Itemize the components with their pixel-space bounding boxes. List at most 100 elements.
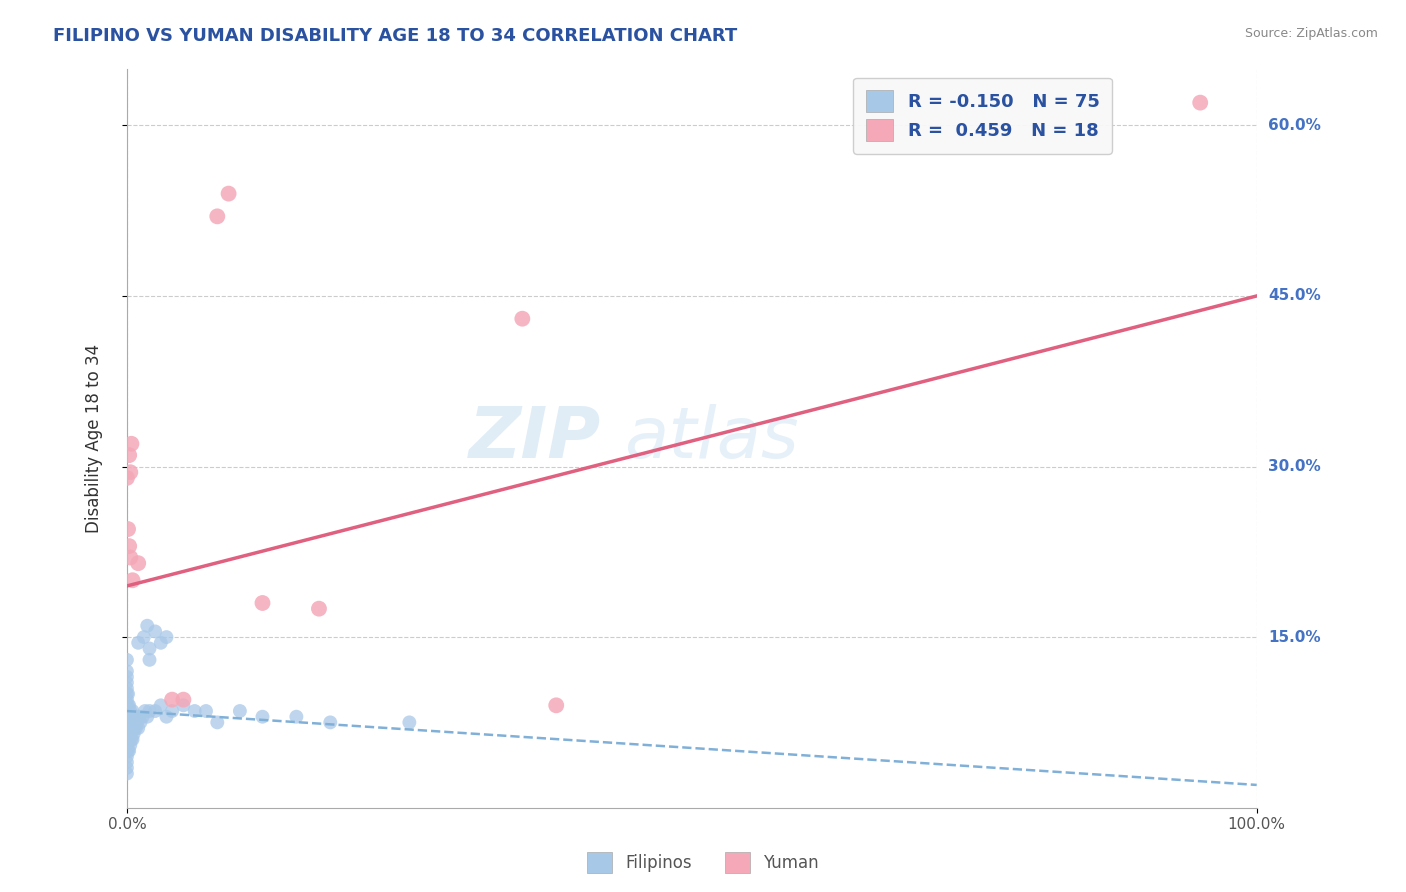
Point — [115, 738, 138, 752]
Text: FILIPINO VS YUMAN DISABILITY AGE 18 TO 34 CORRELATION CHART: FILIPINO VS YUMAN DISABILITY AGE 18 TO 3… — [53, 27, 738, 45]
Point — [546, 698, 568, 713]
Point — [121, 715, 143, 730]
Point — [121, 732, 143, 747]
Point — [207, 715, 229, 730]
Point — [118, 698, 141, 713]
Point — [155, 709, 177, 723]
Point — [115, 687, 138, 701]
Point — [252, 709, 274, 723]
Point — [172, 698, 194, 713]
Point — [118, 539, 141, 553]
Point — [155, 630, 177, 644]
Point — [115, 732, 138, 747]
Point — [229, 704, 252, 718]
Point — [252, 596, 274, 610]
Point — [115, 704, 138, 718]
Point — [115, 749, 138, 764]
Point — [120, 550, 142, 565]
Point — [115, 664, 138, 678]
Point — [115, 766, 138, 780]
Point — [115, 727, 138, 741]
Point — [512, 311, 534, 326]
Point — [115, 675, 138, 690]
Point — [138, 653, 160, 667]
Point — [120, 465, 142, 479]
Point — [308, 601, 330, 615]
Point — [138, 704, 160, 718]
Point — [136, 709, 159, 723]
Text: atlas: atlas — [624, 403, 799, 473]
Point — [115, 653, 138, 667]
Point — [143, 624, 166, 639]
Point — [138, 641, 160, 656]
Point — [122, 715, 145, 730]
Point — [120, 727, 142, 741]
Point — [121, 704, 143, 718]
Point — [319, 715, 342, 730]
Text: 45.0%: 45.0% — [1268, 288, 1320, 303]
Point — [118, 732, 141, 747]
Point — [115, 755, 138, 769]
Legend: R = -0.150   N = 75, R =  0.459   N = 18: R = -0.150 N = 75, R = 0.459 N = 18 — [853, 78, 1112, 154]
Point — [183, 704, 205, 718]
Legend: Filipinos, Yuman: Filipinos, Yuman — [581, 846, 825, 880]
Text: 60.0%: 60.0% — [1268, 118, 1320, 133]
Point — [117, 721, 139, 735]
Point — [218, 186, 240, 201]
Text: 15.0%: 15.0% — [1268, 630, 1320, 645]
Point — [1189, 95, 1212, 110]
Point — [117, 687, 139, 701]
Point — [115, 670, 138, 684]
Point — [118, 721, 141, 735]
Point — [117, 744, 139, 758]
Point — [127, 556, 149, 570]
Point — [115, 698, 138, 713]
Point — [124, 709, 146, 723]
Point — [115, 692, 138, 706]
Text: Source: ZipAtlas.com: Source: ZipAtlas.com — [1244, 27, 1378, 40]
Point — [117, 732, 139, 747]
Point — [160, 692, 183, 706]
Point — [149, 636, 172, 650]
Point — [118, 448, 141, 462]
Point — [127, 721, 149, 735]
Point — [115, 721, 138, 735]
Point — [120, 721, 142, 735]
Point — [285, 709, 308, 723]
Point — [115, 715, 138, 730]
Point — [118, 744, 141, 758]
Point — [143, 704, 166, 718]
Point — [127, 709, 149, 723]
Point — [120, 715, 142, 730]
Point — [117, 522, 139, 536]
Point — [115, 761, 138, 775]
Point — [117, 709, 139, 723]
Point — [121, 573, 143, 587]
Point — [120, 738, 142, 752]
Point — [120, 437, 142, 451]
Point — [115, 744, 138, 758]
Point — [117, 698, 139, 713]
Text: ZIP: ZIP — [470, 403, 602, 473]
Point — [120, 704, 142, 718]
Point — [160, 704, 183, 718]
Point — [127, 636, 149, 650]
Point — [132, 630, 155, 644]
Text: 30.0%: 30.0% — [1268, 459, 1320, 474]
Point — [115, 681, 138, 696]
Point — [172, 692, 194, 706]
Point — [124, 721, 146, 735]
Point — [129, 715, 152, 730]
Point — [195, 704, 218, 718]
Point — [149, 698, 172, 713]
Point — [134, 704, 156, 718]
Point — [115, 471, 138, 485]
Point — [115, 709, 138, 723]
Point — [125, 715, 148, 730]
Point — [398, 715, 420, 730]
Point — [118, 709, 141, 723]
Point — [120, 709, 142, 723]
Point — [120, 732, 142, 747]
Point — [207, 210, 229, 224]
Y-axis label: Disability Age 18 to 34: Disability Age 18 to 34 — [86, 343, 103, 533]
